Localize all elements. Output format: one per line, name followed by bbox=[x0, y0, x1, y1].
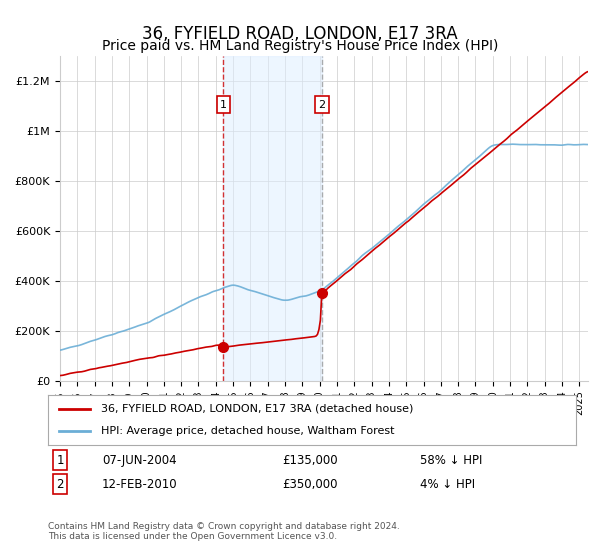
Text: 2: 2 bbox=[56, 478, 64, 491]
Text: Price paid vs. HM Land Registry's House Price Index (HPI): Price paid vs. HM Land Registry's House … bbox=[102, 39, 498, 53]
Text: £135,000: £135,000 bbox=[282, 454, 338, 467]
Text: Contains HM Land Registry data © Crown copyright and database right 2024.
This d: Contains HM Land Registry data © Crown c… bbox=[48, 522, 400, 542]
Bar bbox=[223, 56, 322, 381]
Text: 12-FEB-2010: 12-FEB-2010 bbox=[102, 478, 178, 491]
Text: 36, FYFIELD ROAD, LONDON, E17 3RA (detached house): 36, FYFIELD ROAD, LONDON, E17 3RA (detac… bbox=[101, 404, 413, 414]
Text: 1: 1 bbox=[56, 454, 64, 467]
Text: 4% ↓ HPI: 4% ↓ HPI bbox=[420, 478, 475, 491]
Text: £350,000: £350,000 bbox=[282, 478, 337, 491]
Text: 58% ↓ HPI: 58% ↓ HPI bbox=[420, 454, 482, 467]
Text: HPI: Average price, detached house, Waltham Forest: HPI: Average price, detached house, Walt… bbox=[101, 426, 394, 436]
Text: 07-JUN-2004: 07-JUN-2004 bbox=[102, 454, 176, 467]
Text: 2: 2 bbox=[318, 100, 325, 110]
Text: 36, FYFIELD ROAD, LONDON, E17 3RA: 36, FYFIELD ROAD, LONDON, E17 3RA bbox=[142, 25, 458, 43]
Text: 1: 1 bbox=[220, 100, 227, 110]
